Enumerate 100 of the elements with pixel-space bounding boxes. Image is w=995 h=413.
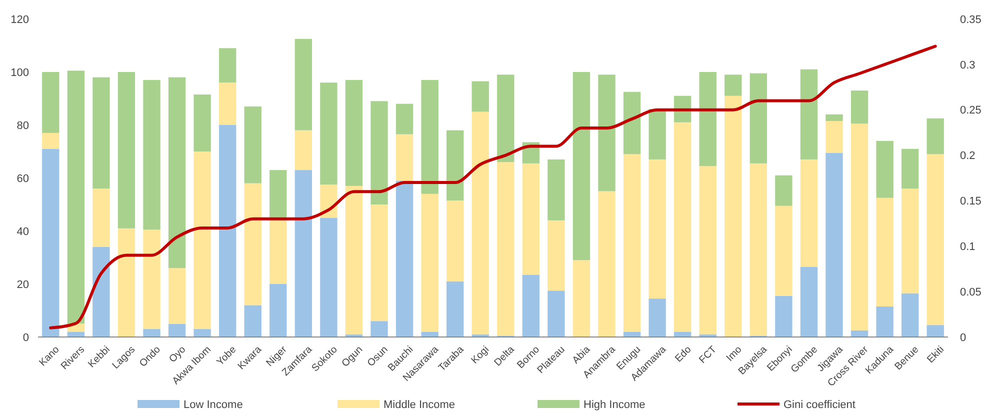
x-tick-label: Yobe	[215, 344, 239, 368]
bar	[648, 298, 666, 337]
bar	[674, 332, 692, 337]
bar	[396, 134, 414, 181]
bar	[218, 125, 236, 337]
bar	[800, 159, 818, 267]
bar	[775, 206, 792, 296]
bar	[194, 152, 211, 330]
bar	[826, 152, 843, 337]
bar	[876, 306, 894, 337]
bar	[800, 69, 818, 160]
bar	[497, 74, 514, 162]
bar	[118, 72, 136, 228]
bar	[750, 163, 768, 336]
bar	[370, 101, 388, 204]
bar	[572, 260, 590, 337]
bar	[270, 170, 287, 220]
bar	[345, 80, 363, 186]
bar	[421, 332, 438, 337]
x-tick-label: Edo	[673, 344, 694, 365]
bar	[446, 200, 464, 282]
bar	[194, 329, 211, 337]
bar	[876, 198, 894, 307]
bar	[674, 122, 692, 332]
bar	[623, 154, 641, 332]
bar	[775, 296, 792, 337]
line-series	[49, 44, 937, 330]
y-tick-label: 40	[16, 226, 29, 238]
bar	[370, 321, 388, 337]
bar	[244, 305, 262, 337]
bar	[370, 204, 388, 322]
bar	[143, 80, 160, 230]
bar	[446, 281, 464, 337]
y2-tick-label: 0.25	[960, 104, 982, 117]
bar	[750, 73, 768, 164]
bar	[42, 132, 60, 149]
bar	[699, 166, 716, 334]
bar	[218, 48, 236, 83]
y-tick-label: 100	[10, 66, 29, 79]
bar	[244, 106, 262, 184]
bar	[345, 186, 363, 334]
bar	[598, 74, 616, 192]
bar	[926, 118, 944, 154]
bar	[67, 70, 85, 324]
bar	[522, 274, 540, 337]
bar	[218, 82, 236, 125]
x-tick-label: Oyo	[167, 344, 188, 366]
y-tick-label: 20	[16, 278, 29, 291]
bar	[42, 148, 60, 337]
bar	[396, 180, 414, 337]
bar	[623, 92, 641, 154]
bar	[598, 191, 616, 337]
bar	[926, 154, 944, 326]
bar	[118, 228, 136, 337]
bar	[143, 230, 160, 330]
bar	[92, 77, 110, 189]
bar	[270, 284, 287, 337]
bar	[548, 220, 565, 291]
bar	[92, 246, 110, 337]
y-tick-label: 120	[10, 14, 29, 26]
bar	[396, 104, 414, 134]
legend-label: Low Income	[184, 398, 243, 411]
bar	[775, 175, 792, 206]
bar	[850, 90, 868, 124]
y2-tick-label: 0.15	[960, 196, 982, 208]
y2-tick-label: 0.2	[960, 150, 976, 162]
bar	[446, 130, 464, 201]
bar	[143, 329, 160, 337]
bar	[826, 114, 843, 122]
bar	[194, 94, 211, 152]
bar	[472, 81, 489, 112]
bar	[699, 72, 716, 166]
bar	[270, 220, 287, 284]
bar	[724, 74, 742, 96]
bar	[623, 332, 641, 337]
bar	[901, 148, 919, 189]
bar	[926, 325, 944, 337]
bar	[800, 266, 818, 337]
bar	[294, 130, 312, 170]
bar	[724, 96, 742, 337]
y-tick-label: 60	[16, 172, 29, 185]
bar	[168, 77, 186, 268]
legend-label: Gini coefficient	[784, 398, 856, 411]
y2-tick-label: 0.05	[960, 286, 982, 298]
bar	[497, 162, 514, 336]
bar	[472, 112, 489, 334]
bar	[901, 293, 919, 337]
bar	[648, 159, 666, 299]
bar	[876, 140, 894, 198]
bar	[522, 163, 540, 275]
y2-tick-label: 0.1	[960, 240, 976, 253]
bar	[320, 82, 338, 185]
bar	[294, 170, 312, 337]
y2-tick-label: 0	[960, 332, 966, 344]
bar	[168, 268, 186, 324]
bar	[294, 38, 312, 130]
bar	[244, 183, 262, 306]
bar	[421, 80, 438, 194]
bar	[548, 290, 565, 337]
bar	[850, 124, 868, 330]
